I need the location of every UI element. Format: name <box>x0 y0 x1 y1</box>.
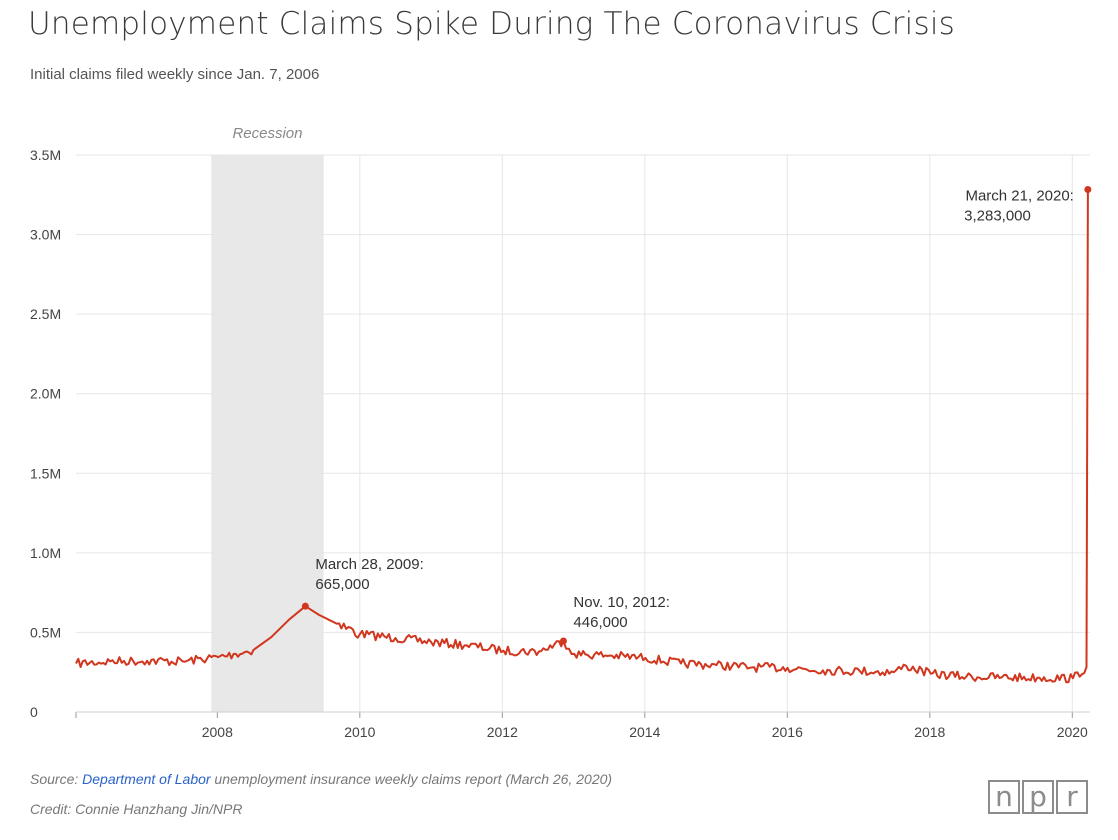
source-link[interactable]: Department of Labor <box>82 771 211 787</box>
source-prefix: Source: <box>30 771 83 787</box>
x-tick-label: 2018 <box>914 724 945 740</box>
x-tick-label: 2020 <box>1057 724 1088 740</box>
annotation-label: March 21, 2020: <box>965 188 1073 205</box>
unemployment-claims-chart: Recession 0 0.5M 1.0M 1.5M 2.0M 2.5M 3.0M 3.5M 20… <box>30 125 1092 740</box>
annotation-label: Nov. 10, 2012: <box>573 594 669 611</box>
annotation-value: 3,283,000 <box>964 208 1031 225</box>
y-tick-label: 1.0M <box>30 545 61 561</box>
chart-subtitle: Initial claims filed weekly since Jan. 7… <box>30 66 320 83</box>
y-tick-label: 2.0M <box>30 386 61 402</box>
recession-label: Recession <box>232 125 302 142</box>
y-tick-label: 0.5M <box>30 624 61 640</box>
logo-letter-r: r <box>1056 780 1088 814</box>
y-tick-label: 2.5M <box>30 306 61 322</box>
annotation-value: 665,000 <box>315 576 369 593</box>
source-suffix: unemployment insurance weekly claims rep… <box>210 771 613 787</box>
npr-logo: n p r <box>988 780 1088 814</box>
source-note: Source: Department of Labor unemployment… <box>30 771 612 787</box>
annotation-label: March 28, 2009: <box>315 556 423 573</box>
y-tick-label: 1.5M <box>30 465 61 481</box>
annotation-point <box>559 637 567 645</box>
recession-band <box>211 155 324 712</box>
credit-note: Credit: Connie Hanzhang Jin/NPR <box>30 801 243 817</box>
y-tick-label: 3.0M <box>30 227 61 243</box>
x-tick-label: 2010 <box>344 724 375 740</box>
x-tick-label: 2008 <box>202 724 233 740</box>
logo-letter-p: p <box>1022 780 1054 814</box>
logo-letter-n: n <box>988 780 1020 814</box>
annotation-point <box>301 602 309 610</box>
annotation-value: 446,000 <box>573 614 627 631</box>
x-tick-label: 2016 <box>772 724 803 740</box>
claims-series-line <box>75 189 1089 684</box>
chart-title: Unemployment Claims Spike During The Cor… <box>28 6 955 42</box>
x-tick-label: 2012 <box>487 724 518 740</box>
x-tick-label: 2014 <box>629 724 660 740</box>
y-tick-label: 3.5M <box>30 147 61 163</box>
y-tick-label: 0 <box>30 704 38 720</box>
annotation-point <box>1084 186 1092 194</box>
